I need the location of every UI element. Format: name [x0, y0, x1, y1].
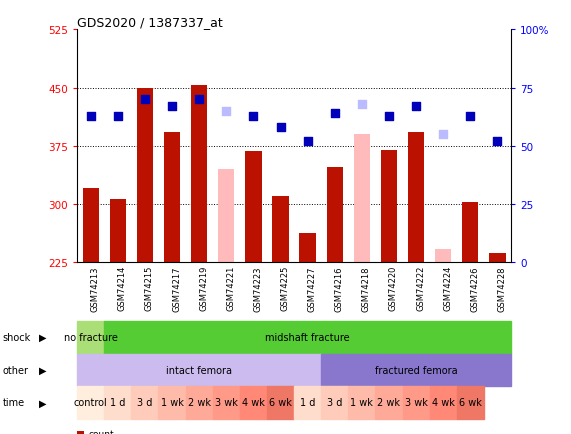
Bar — [321, 354, 511, 386]
Point — [249, 113, 258, 120]
Bar — [137, 89, 153, 263]
Point — [384, 113, 393, 120]
Bar — [457, 386, 484, 419]
Bar — [218, 170, 234, 263]
Text: 3 d: 3 d — [327, 398, 343, 408]
Text: 3 wk: 3 wk — [215, 398, 238, 408]
Point — [412, 104, 421, 111]
Text: GSM74216: GSM74216 — [335, 266, 344, 311]
Text: 2 wk: 2 wk — [377, 398, 400, 408]
Bar — [435, 250, 452, 263]
Text: 3 wk: 3 wk — [405, 398, 428, 408]
Bar — [104, 386, 131, 419]
Text: intact femora: intact femora — [166, 365, 232, 375]
Text: shock: shock — [3, 332, 31, 342]
Text: GDS2020 / 1387337_at: GDS2020 / 1387337_at — [77, 16, 223, 29]
Bar — [77, 354, 321, 386]
Point — [86, 113, 95, 120]
Bar — [77, 321, 104, 354]
Point — [330, 111, 339, 118]
Bar — [321, 386, 348, 419]
Text: 3 d: 3 d — [137, 398, 152, 408]
Text: GSM74223: GSM74223 — [254, 266, 263, 311]
Bar — [408, 132, 424, 263]
Bar — [213, 386, 240, 419]
Bar — [131, 386, 159, 419]
Point — [493, 138, 502, 145]
Point — [167, 104, 176, 111]
Bar — [164, 132, 180, 263]
Point — [276, 125, 285, 132]
Bar — [83, 189, 99, 263]
Bar — [240, 386, 267, 419]
Text: GSM74215: GSM74215 — [145, 266, 154, 311]
Point — [466, 113, 475, 120]
Point — [439, 132, 448, 138]
Text: GSM74227: GSM74227 — [308, 266, 317, 311]
Bar — [159, 386, 186, 419]
Text: GSM74219: GSM74219 — [199, 266, 208, 311]
Text: GSM74218: GSM74218 — [362, 266, 371, 311]
Bar — [354, 135, 370, 263]
Bar — [300, 234, 316, 263]
Text: GSM74225: GSM74225 — [280, 266, 289, 311]
Point — [195, 96, 204, 103]
Bar — [348, 386, 376, 419]
Bar — [403, 386, 430, 419]
Point — [113, 113, 122, 120]
Bar — [294, 386, 321, 419]
Point — [357, 101, 367, 108]
Bar — [489, 253, 506, 263]
Text: GSM74222: GSM74222 — [416, 266, 425, 311]
Bar — [376, 386, 403, 419]
Text: other: other — [3, 365, 29, 375]
Text: GSM74224: GSM74224 — [443, 266, 452, 311]
Text: ▶: ▶ — [39, 332, 47, 342]
Text: GSM74221: GSM74221 — [226, 266, 235, 311]
Text: GSM74214: GSM74214 — [118, 266, 127, 311]
Bar — [327, 168, 343, 263]
Text: ▶: ▶ — [39, 398, 47, 408]
Bar — [463, 203, 478, 263]
Bar — [186, 386, 213, 419]
Text: count: count — [89, 429, 114, 434]
Text: 1 d: 1 d — [300, 398, 315, 408]
Text: 1 d: 1 d — [110, 398, 126, 408]
Point — [140, 96, 150, 103]
Text: time: time — [3, 398, 25, 408]
Bar — [430, 386, 457, 419]
Point — [222, 108, 231, 115]
Text: 2 wk: 2 wk — [188, 398, 211, 408]
Text: 6 wk: 6 wk — [269, 398, 292, 408]
Bar — [191, 86, 207, 263]
Bar — [110, 199, 126, 263]
Bar — [246, 152, 262, 263]
Text: ▶: ▶ — [39, 365, 47, 375]
Text: GSM74220: GSM74220 — [389, 266, 398, 311]
Text: GSM74226: GSM74226 — [471, 266, 480, 311]
Text: 1 wk: 1 wk — [351, 398, 373, 408]
Bar — [267, 386, 294, 419]
Text: midshaft fracture: midshaft fracture — [266, 332, 350, 342]
Text: 1 wk: 1 wk — [160, 398, 183, 408]
Text: 4 wk: 4 wk — [242, 398, 265, 408]
Text: GSM74217: GSM74217 — [172, 266, 181, 311]
Text: 4 wk: 4 wk — [432, 398, 455, 408]
Bar — [77, 386, 104, 419]
Text: GSM74228: GSM74228 — [497, 266, 506, 311]
Bar — [272, 197, 289, 263]
Text: no fracture: no fracture — [64, 332, 118, 342]
Text: 6 wk: 6 wk — [459, 398, 482, 408]
Text: GSM74213: GSM74213 — [91, 266, 100, 311]
Bar — [381, 150, 397, 263]
Point — [303, 138, 312, 145]
Text: fractured femora: fractured femora — [375, 365, 457, 375]
Text: control: control — [74, 398, 107, 408]
